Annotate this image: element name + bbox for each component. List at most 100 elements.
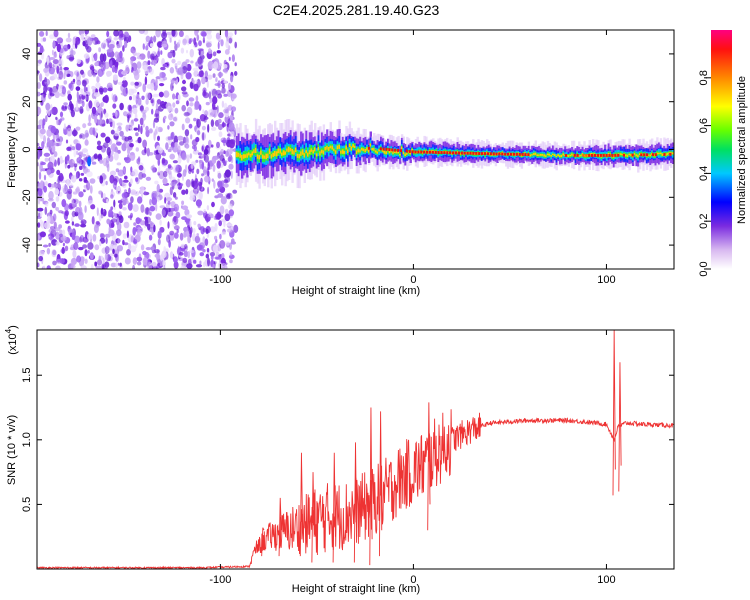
- spectrogram-noise-cell: [174, 63, 178, 67]
- spectrogram-noise-cell: [219, 233, 222, 240]
- spectrogram-noise-cell: [169, 153, 175, 160]
- spectrogram-noise-cell: [203, 148, 209, 155]
- spectrogram-signal-cell: [341, 149, 345, 154]
- spectrogram-noise-cell: [206, 33, 212, 40]
- spectrogram-signal-cell: [354, 145, 357, 148]
- spectrogram-signal-cell: [392, 151, 395, 155]
- spectrogram-noise-cell: [53, 227, 61, 232]
- spectrogram-noise-cell: [55, 265, 61, 269]
- spectrogram-noise-cell: [95, 82, 101, 89]
- spectrogram-signal-cell: [261, 154, 265, 159]
- spectrogram-signal-cell: [439, 151, 442, 153]
- spectrogram-noise-cell: [181, 123, 185, 131]
- spectrogram-noise-cell: [76, 255, 82, 263]
- spectrogram-noise-cell: [132, 226, 136, 236]
- spectrogram-noise-cell: [234, 41, 237, 49]
- spectrogram-noise-cell: [126, 230, 129, 239]
- spectrogram-peak-cell: [437, 151, 440, 154]
- spectrogram-signal-cell: [550, 155, 553, 157]
- spectrogram-noise-cell: [110, 194, 114, 199]
- spectrogram-signal-cell: [430, 150, 433, 153]
- spectrogram-noise-cell: [204, 175, 210, 183]
- spectrogram-signal-cell: [258, 155, 261, 160]
- spectrogram-noise-cell: [39, 73, 43, 82]
- spectrogram-noise-cell: [153, 117, 159, 123]
- spectrogram-peak-cell: [495, 152, 498, 156]
- chart-title: C2E4.2025.281.19.40.G23: [273, 2, 440, 18]
- spectrogram-noise-cell: [55, 196, 60, 202]
- spectrogram-noise-cell: [80, 172, 85, 176]
- spectrogram-noise-cell: [199, 182, 202, 190]
- spectrogram-peak-cell: [596, 154, 599, 157]
- spectrogram-noise-cell: [104, 136, 111, 144]
- spectrogram-peak-cell: [585, 154, 588, 157]
- spectrogram-noise-cell: [210, 119, 215, 127]
- spectrogram-signal-cell: [571, 153, 574, 156]
- spectrogram-noise-cell: [234, 62, 237, 67]
- snr-spike: [353, 442, 358, 563]
- spectrogram-noise-cell: [193, 259, 197, 264]
- spectrogram-noise-cell: [159, 83, 165, 87]
- spectrogram-peak-cell: [446, 151, 449, 155]
- spectrogram-noise-cell: [194, 30, 199, 36]
- spectrogram-noise-cell: [139, 117, 144, 126]
- spectrogram-peak-cell: [388, 148, 391, 151]
- spectrogram-noise-cell: [202, 249, 206, 253]
- spectrogram-signal-cell: [308, 150, 312, 155]
- spectrogram-noise-cell: [150, 82, 155, 91]
- spectrogram-noise-cell: [75, 171, 78, 180]
- spectrogram-noise-cell: [177, 67, 184, 75]
- spectrogram-noise-cell: [39, 128, 46, 135]
- spectrogram-noise-cell: [127, 146, 131, 155]
- spectrogram-noise-cell: [130, 48, 134, 53]
- spectrogram-signal-cell: [319, 151, 322, 156]
- spectrogram-noise-cell: [95, 265, 102, 269]
- spectrogram-noise-cell: [145, 176, 152, 181]
- spectrogram-noise-cell: [219, 154, 225, 162]
- spectrogram-noise-cell: [228, 122, 235, 131]
- spectrogram-noise-cell: [215, 78, 218, 83]
- spectrogram-noise-cell: [177, 145, 181, 153]
- spectrogram-noise-cell: [53, 30, 59, 38]
- spectrogram-noise-cell: [214, 235, 218, 240]
- spectrogram-noise-cell: [39, 31, 45, 37]
- spectrogram-noise-cell: [79, 236, 82, 243]
- spectrogram-noise-cell: [112, 248, 115, 254]
- spectrogram-noise-cell: [177, 135, 184, 141]
- spectrogram-signal-cell: [633, 152, 637, 155]
- spectrogram-noise-cell: [164, 197, 167, 204]
- spectrogram-noise-cell: [142, 113, 147, 121]
- spectrogram-noise-cell: [158, 91, 164, 98]
- spectrogram-peak-cell: [591, 154, 594, 157]
- spectrogram-noise-cell: [58, 224, 62, 229]
- spectrogram-noise-cell: [138, 171, 144, 180]
- spectrogram-noise-cell: [186, 154, 190, 164]
- spectrogram-noise-cell: [193, 37, 197, 46]
- spectrogram-noise-cell: [213, 61, 219, 70]
- spectrogram-noise-cell: [157, 262, 161, 267]
- spectrogram-noise-cell: [222, 68, 229, 73]
- spectrogram-noise-cell: [213, 180, 216, 189]
- spectrogram-noise-cell: [152, 266, 158, 269]
- spectrogram-noise-cell: [65, 220, 70, 224]
- spectrogram-noise-cell: [218, 131, 223, 138]
- spectrogram-noise-cell: [201, 173, 204, 177]
- spectrogram-noise-cell: [167, 164, 172, 169]
- spectrogram-noise-cell: [162, 177, 168, 185]
- spectrogram-noise-cell: [214, 195, 219, 199]
- spectrogram-noise-cell: [195, 264, 203, 268]
- spectrogram-noise-cell: [92, 234, 97, 242]
- spectrogram-peak-cell: [608, 154, 611, 157]
- spectrogram-noise-cell: [173, 261, 179, 269]
- spectrogram-noise-cell: [149, 43, 154, 48]
- spectrogram-noise-cell: [49, 109, 54, 115]
- spectrogram-noise-cell: [142, 123, 145, 128]
- spectrogram-signal-cell: [260, 150, 263, 155]
- spectrogram-noise-cell: [169, 37, 172, 43]
- spectrogram-noise-cell: [68, 83, 72, 89]
- spectrogram-noise-cell: [86, 181, 91, 191]
- spectrogram-peak-cell: [443, 151, 446, 155]
- spectrogram-noise-cell: [165, 31, 172, 36]
- spectrogram-signal-cell: [421, 152, 425, 154]
- spectrogram-noise-cell: [91, 58, 95, 62]
